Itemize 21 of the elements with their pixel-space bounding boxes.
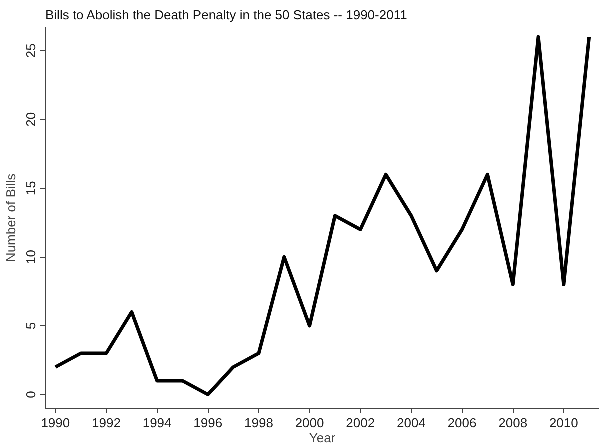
x-tick-label: 2008 [498,416,528,430]
line-series [54,35,592,396]
x-tick-label: 2006 [448,416,477,430]
x-tick-label: 2000 [295,416,324,430]
y-tick-label: 0 [24,391,38,398]
x-tick-label: 1996 [194,416,223,430]
y-tick-label: 25 [24,44,38,58]
x-tick-label: 2004 [396,416,426,430]
y-tick-label: 5 [24,322,38,330]
x-tick-label: 1990 [41,416,70,430]
chart-title: Bills to Abolish the Death Penalty in the 50 States -- 1990-2011 [46,8,408,22]
y-tick-label: 10 [24,250,38,264]
x-tick-label: 1994 [142,416,172,430]
y-axis-title: Number of Bills [4,173,18,262]
x-tick-label: 1992 [92,416,121,430]
x-tick-label: 1998 [244,416,274,430]
x-tick-label: 2010 [549,416,578,430]
x-tick-label: 2002 [346,416,376,430]
y-tick-label: 20 [24,112,38,127]
y-tick-label: 15 [24,181,38,196]
x-axis-title: Year [309,430,336,446]
